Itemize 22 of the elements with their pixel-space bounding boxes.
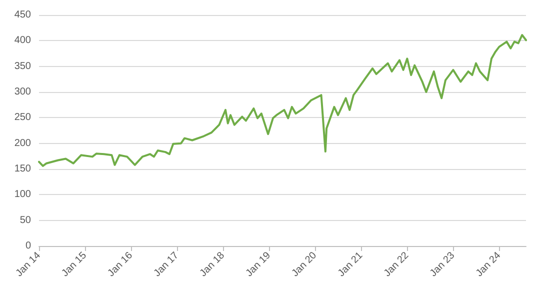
x-tick-label: Jan 23 <box>428 250 458 280</box>
x-tick-label: Jan 16 <box>106 250 136 280</box>
y-tick-label: 450 <box>14 10 32 20</box>
x-tick-label: Jan 20 <box>290 250 320 280</box>
x-tick-label: Jan 19 <box>244 250 274 280</box>
x-tick-label: Jan 22 <box>382 250 412 280</box>
y-tick-label: 50 <box>20 214 32 226</box>
x-tick-label: Jan 24 <box>474 250 504 280</box>
y-tick-label: 350 <box>14 60 32 72</box>
y-tick-label: 200 <box>14 138 32 149</box>
y-tick-label: 400 <box>14 35 32 46</box>
x-tick-label: Jan 18 <box>198 250 228 280</box>
y-tick-label: 250 <box>14 112 32 124</box>
y-tick-label: 300 <box>14 86 32 98</box>
x-tick-label: Jan 14 <box>14 250 44 280</box>
x-tick-label: Jan 17 <box>152 250 182 280</box>
y-tick-label: 150 <box>14 164 32 174</box>
y-tick-label: 0 <box>25 240 32 252</box>
line-series <box>38 34 527 167</box>
y-tick-label: 100 <box>14 189 32 200</box>
x-tick-label: Jan 15 <box>60 250 90 280</box>
x-tick-label: Jan 21 <box>336 250 366 280</box>
